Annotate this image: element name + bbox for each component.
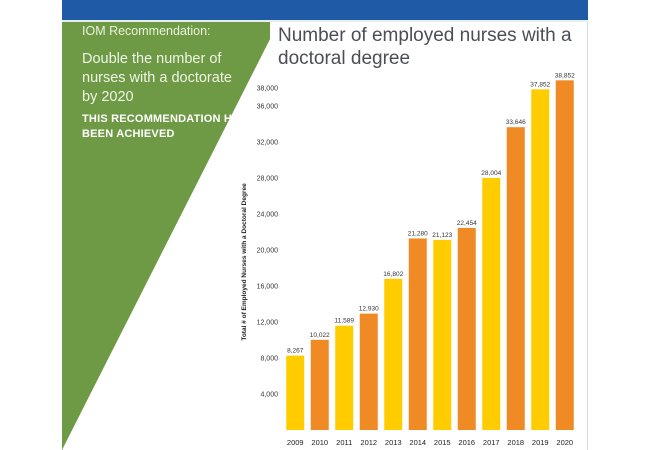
y-tick-label: 20,000 (257, 248, 279, 255)
bar-value-label: 21,123 (432, 232, 452, 239)
bar-value-label: 8,267 (287, 348, 304, 355)
bar-value-label: 22,454 (457, 220, 477, 227)
bar (384, 278, 403, 430)
bar-value-label: 28,004 (481, 170, 501, 177)
header-divider (62, 20, 588, 22)
y-tick-label: 12,000 (257, 320, 279, 327)
bar-value-label: 10,022 (310, 332, 330, 339)
y-tick-label: 24,000 (257, 212, 279, 219)
chart-title: Number of employed nurses with a doctora… (278, 25, 572, 69)
y-tick-label: 38,000 (257, 86, 279, 93)
recommendation-text: Double the number of nurses with a docto… (82, 51, 232, 105)
x-tick-label: 2010 (311, 438, 328, 447)
bar-value-label: 33,646 (506, 119, 526, 126)
bar (555, 80, 574, 430)
bar (433, 239, 452, 430)
x-tick-label: 2018 (507, 438, 524, 447)
bar-series (286, 80, 574, 430)
x-tick-label: 2020 (556, 438, 573, 447)
bar (531, 89, 550, 430)
x-tick-label: 2012 (360, 438, 377, 447)
bar-value-label: 11,589 (335, 318, 355, 325)
x-tick-label: 2013 (385, 438, 402, 447)
y-tick-label: 8,000 (260, 356, 278, 363)
y-tick-label: 32,000 (257, 140, 279, 147)
y-tick-label: 16,000 (257, 284, 279, 291)
x-tick-label: 2014 (409, 438, 426, 447)
x-tick-label: 2015 (434, 438, 451, 447)
bar (310, 339, 329, 430)
y-axis-title: Total # of Employed Nurses with a Doctor… (241, 183, 248, 341)
bar (457, 227, 476, 430)
y-tick-label: 28,000 (257, 176, 279, 183)
bar-value-label: 37,852 (530, 81, 550, 88)
x-tick-label: 2019 (532, 438, 549, 447)
bar-value-label: 16,802 (383, 271, 403, 278)
recommendation-heading: IOM Recommendation: (82, 24, 211, 38)
bar-value-label: 12,930 (359, 306, 379, 313)
bar-value-label: 38,852 (555, 72, 575, 79)
x-tick-label: 2017 (483, 438, 500, 447)
y-axis: 4,000 8,000 12,000 16,000 20,000 24,000 28,000… (257, 86, 279, 399)
y-tick-label: 4,000 (260, 392, 278, 399)
bar (482, 177, 501, 430)
achieved-statement: THIS RECOMMENDATION HAS BEEN ACHIEVED (82, 113, 248, 140)
x-tick-label: 2016 (458, 438, 475, 447)
x-tick-label: 2009 (287, 438, 304, 447)
frame-right-edge (587, 22, 588, 450)
data-labels: 8,267 10,022 11,589 12,930 16,802 21,280 21,12… (287, 72, 575, 354)
bar (335, 325, 354, 430)
bar-value-label: 21,280 (408, 230, 428, 237)
bar (506, 127, 525, 430)
bar (408, 238, 427, 430)
x-axis: 2009 2010 2011 2012 2013 2014 2015 2016 2017 2018… (287, 438, 573, 447)
y-tick-label: 36,000 (257, 104, 279, 111)
bar (286, 355, 305, 430)
bar (359, 313, 378, 430)
x-tick-label: 2011 (336, 438, 352, 447)
header-banner (62, 0, 588, 20)
